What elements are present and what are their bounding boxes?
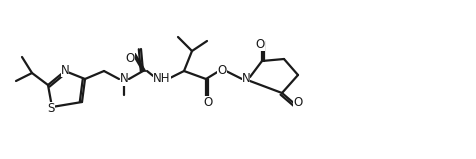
Text: NH: NH (153, 73, 171, 86)
Text: O: O (203, 96, 213, 108)
Text: N: N (60, 63, 69, 76)
Text: N: N (242, 73, 250, 86)
Text: N: N (119, 73, 129, 86)
Text: S: S (47, 101, 55, 114)
Text: O: O (256, 38, 265, 51)
Text: O: O (293, 96, 303, 108)
Text: O: O (125, 52, 135, 65)
Text: O: O (218, 65, 227, 77)
